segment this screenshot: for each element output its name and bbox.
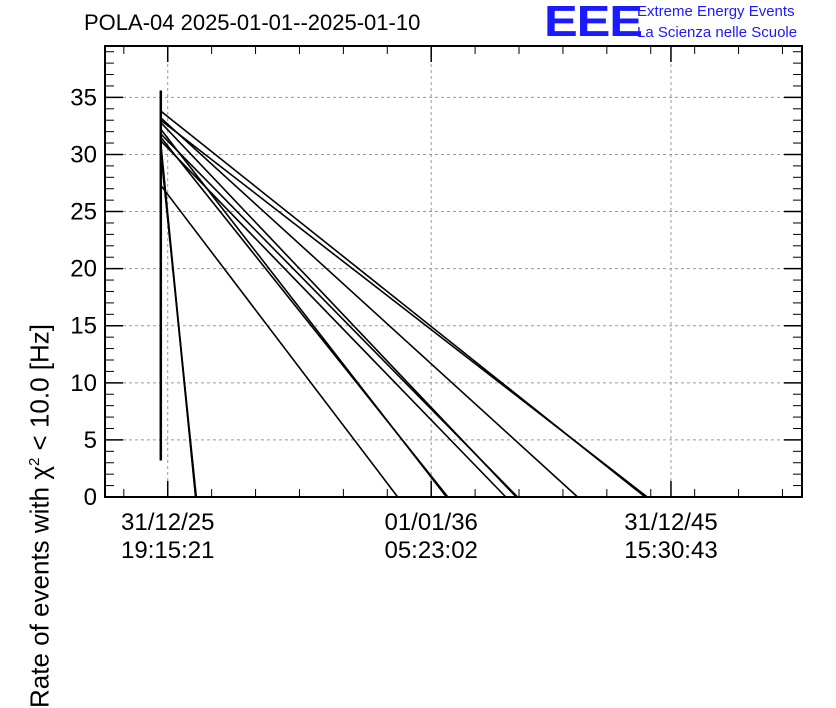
logo-line-1: Extreme Energy Events	[637, 3, 795, 20]
chart-title: POLA-04 2025-01-01--2025-01-10	[84, 10, 421, 35]
x-tick-label-time: 19:15:21	[121, 537, 214, 564]
y-axis-label-prefix: Rate of events with	[24, 479, 55, 708]
y-axis-label-chi: χ	[24, 466, 55, 480]
x-tick-label-date: 31/12/25	[121, 509, 214, 536]
y-tick-label: 10	[70, 370, 97, 397]
y-axis-label-superscript: 2	[25, 457, 43, 467]
series-line-s7	[160, 133, 519, 498]
series-group	[159, 90, 648, 498]
y-tick-label: 30	[70, 141, 97, 168]
y-tick-label: 35	[70, 84, 97, 111]
x-tick-label-date: 01/01/36	[384, 509, 477, 536]
y-tick-label: 5	[84, 427, 97, 454]
grid	[105, 46, 802, 497]
x-tick-label-date: 31/12/45	[624, 509, 717, 536]
y-tick-label: 15	[70, 313, 97, 340]
series-line-s11	[160, 184, 399, 498]
x-tick-label-time: 05:23:02	[384, 537, 477, 564]
series-line-s3	[160, 152, 198, 498]
y-axis-label-suffix: < 10.0 [Hz]	[24, 323, 55, 458]
logo-line-2: La Scienza nelle Scuole	[637, 24, 798, 41]
series-line-s5	[160, 136, 449, 498]
y-tick-label: 0	[84, 484, 97, 511]
y-axis-label: Rate of events with χ2 < 10.0 [Hz]	[25, 324, 56, 708]
series-line-s10	[160, 119, 648, 498]
axis-ticks	[105, 46, 802, 498]
series-line-s12	[160, 140, 507, 498]
y-tick-labels: 0 5 10 15 20 25 30 35	[70, 84, 97, 511]
eee-logo-mark: EEE	[544, 0, 643, 46]
y-tick-label: 20	[70, 256, 97, 283]
y-tick-label: 25	[70, 199, 97, 226]
plot-frame	[104, 45, 803, 498]
series-line-s8	[160, 117, 579, 498]
x-tick-label-time: 15:30:43	[624, 537, 717, 564]
